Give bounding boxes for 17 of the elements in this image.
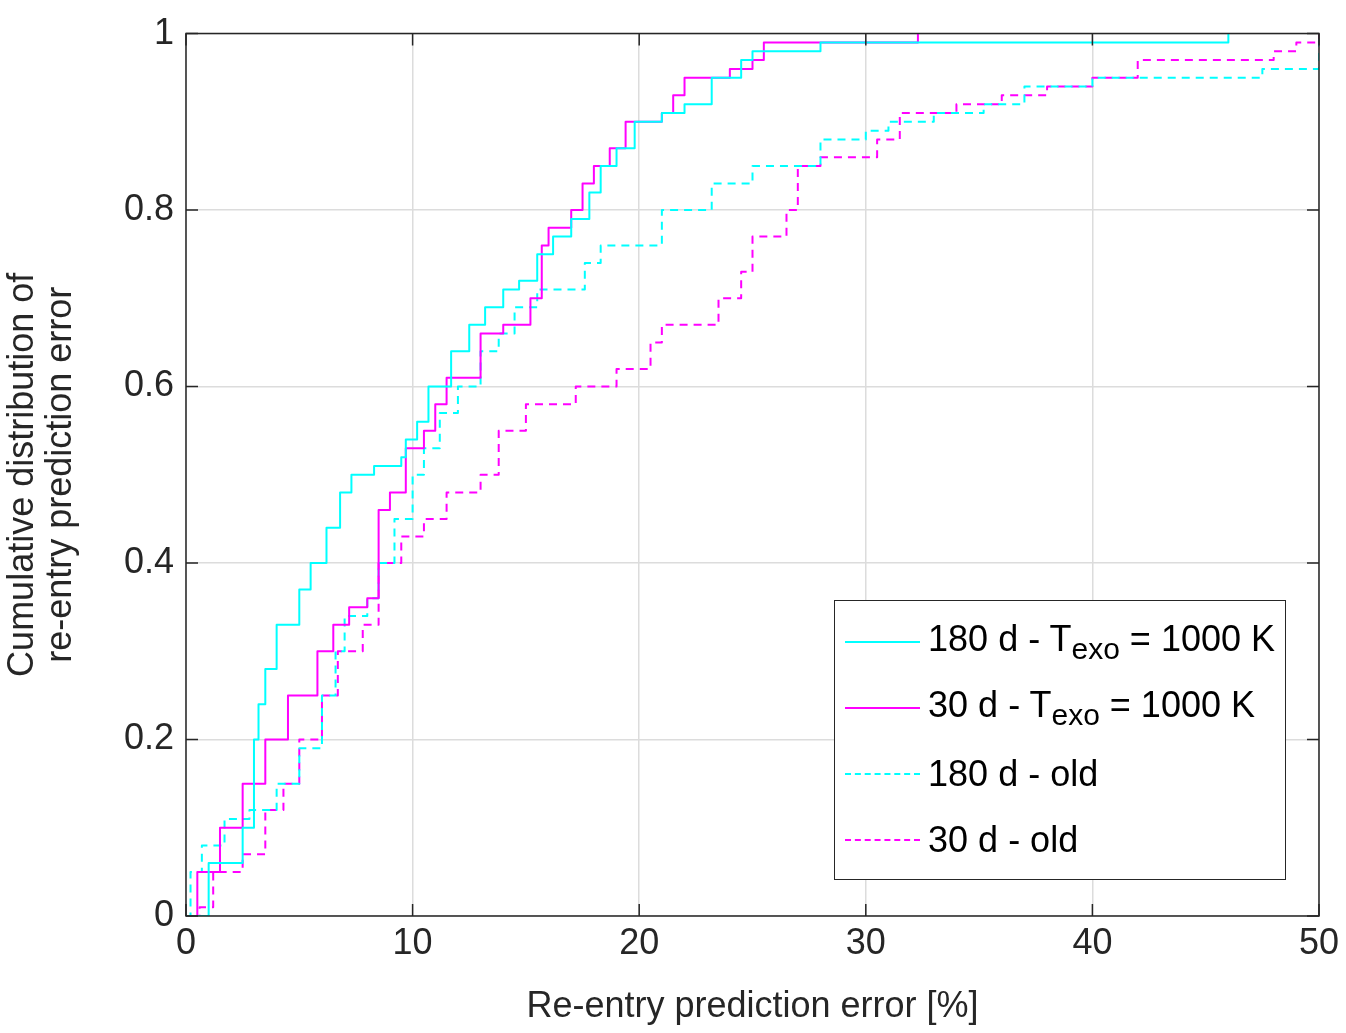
legend-label: 180 d - T$_{exo}$ = 1000 K — [928, 617, 1275, 667]
y-tick-label: 0.4 — [123, 539, 174, 581]
y-tick-label: 1 — [153, 10, 174, 52]
x-axis-title: Re-entry prediction error [%] — [526, 984, 979, 1026]
x-tick-label: 30 — [845, 920, 886, 962]
x-tick-label: 10 — [392, 920, 433, 962]
legend-label: 30 d - old — [928, 819, 1079, 861]
x-tick-label: 40 — [1072, 920, 1113, 962]
legend-label: 180 d - old — [928, 753, 1099, 795]
x-tick-label: 20 — [619, 920, 660, 962]
y-tick-label: 0.8 — [123, 187, 174, 228]
y-tick-label: 0 — [153, 892, 174, 934]
legend-label: 30 d - T$_{exo}$ = 1000 K — [928, 683, 1255, 733]
y-tick-label: 0.2 — [123, 716, 174, 758]
x-tick-label: 50 — [1298, 920, 1340, 962]
y-axis-title: Cumulative distribution of re-entry prediction error — [0, 271, 79, 677]
y-tick-label: 0.6 — [123, 363, 174, 405]
